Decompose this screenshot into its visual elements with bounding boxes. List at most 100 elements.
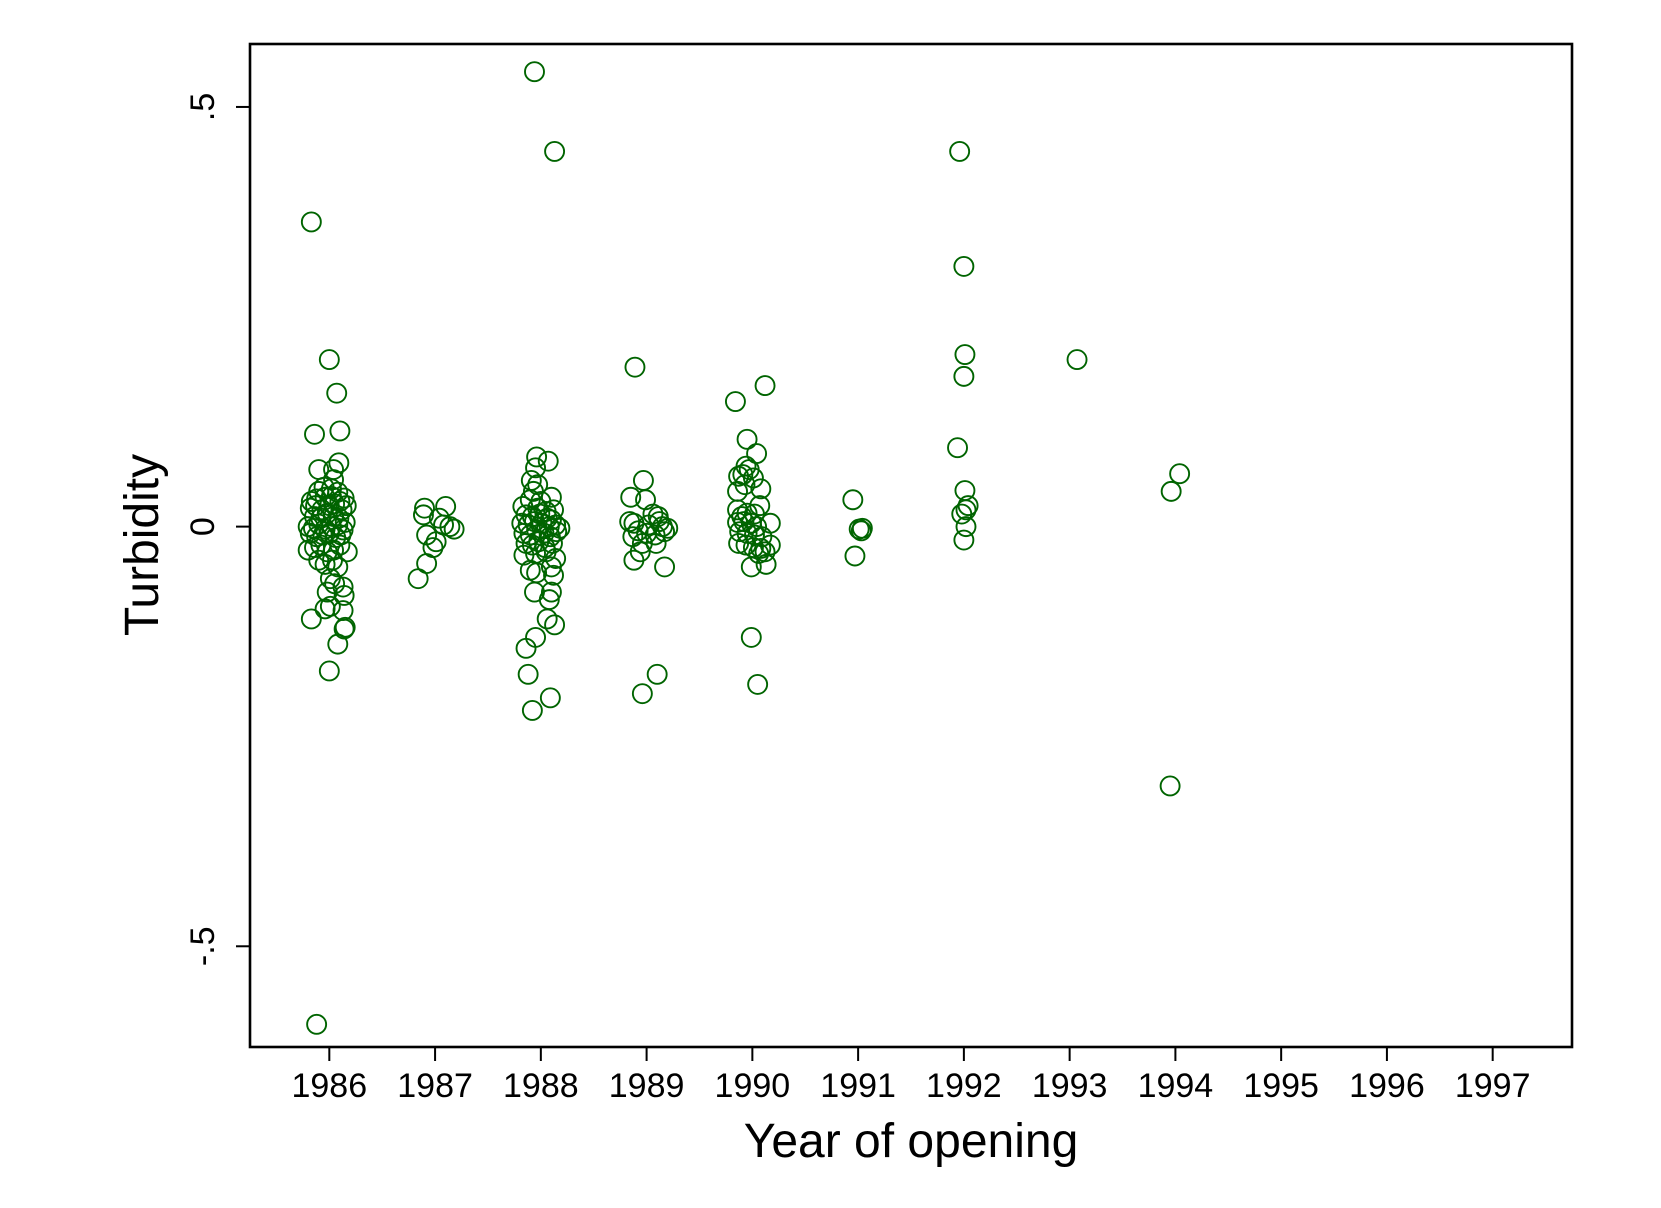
x-tick-label: 1993 bbox=[1032, 1067, 1108, 1105]
data-point bbox=[627, 520, 649, 542]
data-point bbox=[744, 503, 765, 525]
data-point bbox=[329, 420, 351, 442]
y-tick-label: 0 bbox=[184, 517, 222, 536]
data-point bbox=[1160, 480, 1182, 502]
data-point bbox=[623, 549, 645, 571]
data-point bbox=[540, 556, 562, 578]
data-point bbox=[412, 504, 434, 526]
data-point bbox=[537, 450, 559, 472]
data-point bbox=[543, 564, 564, 586]
y-tick-label: .5 bbox=[184, 93, 222, 121]
data-point bbox=[733, 511, 755, 533]
data-point bbox=[657, 517, 679, 539]
data-point bbox=[319, 595, 341, 617]
data-point bbox=[407, 568, 429, 590]
plot-frame bbox=[248, 42, 1574, 1049]
x-tick-label: 1991 bbox=[820, 1067, 896, 1105]
data-point bbox=[949, 140, 971, 162]
data-point bbox=[748, 543, 770, 564]
data-point bbox=[536, 608, 558, 630]
data-point bbox=[513, 544, 535, 566]
x-tick-label: 1995 bbox=[1243, 1067, 1319, 1105]
data-point bbox=[954, 344, 976, 366]
data-point bbox=[524, 61, 545, 83]
data-point bbox=[842, 489, 864, 511]
data-point bbox=[953, 529, 975, 551]
data-point bbox=[540, 581, 562, 603]
data-point bbox=[729, 521, 751, 543]
data-point bbox=[1066, 349, 1088, 371]
data-point bbox=[443, 518, 465, 540]
x-tick-label: 1986 bbox=[291, 1067, 367, 1105]
data-point bbox=[544, 140, 566, 162]
x-axis: 1986 1987 1988 1989 1990 1991 1992 1993 1994 1995… bbox=[291, 1047, 1531, 1105]
x-tick-label: 1987 bbox=[397, 1067, 473, 1105]
data-point bbox=[546, 521, 568, 543]
data-point bbox=[304, 423, 325, 445]
data-point bbox=[318, 349, 340, 371]
data-point bbox=[728, 532, 750, 554]
data-point bbox=[953, 365, 975, 387]
x-tick-label: 1989 bbox=[609, 1067, 685, 1105]
data-point bbox=[428, 507, 450, 529]
data-point bbox=[308, 549, 330, 571]
data-point bbox=[539, 687, 561, 709]
y-tick-label: -.5 bbox=[184, 926, 222, 966]
data-point bbox=[333, 584, 355, 606]
data-point bbox=[646, 663, 668, 685]
data-point bbox=[645, 532, 667, 554]
data-point bbox=[327, 514, 349, 536]
data-point bbox=[326, 382, 348, 404]
data-point bbox=[750, 478, 772, 500]
data-point bbox=[318, 660, 340, 682]
data-point bbox=[414, 497, 435, 519]
data-point bbox=[724, 391, 746, 413]
y-axis-title: Turbidity bbox=[116, 454, 169, 636]
data-point bbox=[439, 516, 461, 538]
data-point bbox=[540, 486, 562, 508]
data-point bbox=[734, 474, 756, 496]
data-point bbox=[316, 581, 338, 603]
x-tick-label: 1997 bbox=[1455, 1067, 1531, 1105]
points-layer bbox=[297, 61, 1191, 1035]
plot-area bbox=[248, 42, 1574, 1049]
data-point bbox=[631, 532, 653, 554]
data-point bbox=[740, 626, 762, 648]
data-point bbox=[754, 375, 776, 397]
data-point bbox=[521, 699, 543, 721]
data-point bbox=[736, 428, 758, 450]
data-point bbox=[740, 556, 762, 578]
data-point bbox=[335, 495, 357, 517]
data-point bbox=[1169, 463, 1191, 485]
data-point bbox=[526, 446, 548, 468]
data-point bbox=[333, 618, 355, 640]
data-point bbox=[755, 553, 777, 575]
data-point bbox=[300, 211, 322, 233]
data-point bbox=[624, 356, 646, 378]
x-axis-title: Year of opening bbox=[744, 1115, 1079, 1168]
data-point bbox=[850, 520, 872, 542]
data-point bbox=[951, 503, 973, 525]
data-point bbox=[727, 499, 749, 521]
data-point bbox=[955, 499, 977, 521]
data-point bbox=[327, 556, 349, 578]
data-point bbox=[327, 633, 349, 655]
data-point bbox=[544, 614, 566, 636]
x-tick-label: 1988 bbox=[503, 1067, 579, 1105]
data-point bbox=[747, 673, 769, 695]
x-tick-label: 1994 bbox=[1138, 1067, 1214, 1105]
data-point bbox=[515, 637, 537, 659]
data-point bbox=[332, 576, 354, 598]
data-point bbox=[955, 516, 977, 538]
data-point bbox=[1159, 775, 1181, 797]
data-point bbox=[953, 255, 975, 277]
data-point bbox=[947, 437, 968, 459]
data-point bbox=[300, 608, 322, 630]
data-point bbox=[844, 545, 866, 567]
data-point bbox=[654, 556, 676, 578]
x-tick-label: 1996 bbox=[1349, 1067, 1425, 1105]
x-tick-label: 1990 bbox=[715, 1067, 791, 1105]
data-point bbox=[306, 1013, 328, 1035]
